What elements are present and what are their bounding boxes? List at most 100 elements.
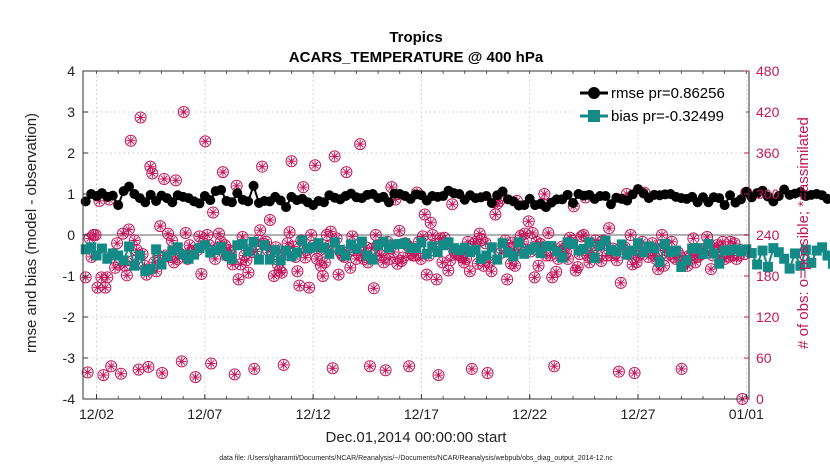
bias-point	[281, 245, 292, 256]
obs-asterisk-d2	[466, 267, 474, 275]
obs-count-marker	[548, 360, 561, 373]
chart-title: Tropics	[389, 29, 442, 46]
obs-asterisk-d2	[321, 258, 329, 266]
obs-circle	[177, 106, 190, 118]
obs-circle	[418, 208, 431, 221]
obs-count-marker	[81, 366, 94, 379]
obs-count-marker	[179, 226, 192, 239]
obs-count-marker	[340, 166, 353, 179]
obs-circle	[114, 367, 127, 380]
obs-circle	[430, 273, 443, 286]
x-tick-label: 12/17	[404, 406, 439, 422]
obs-circle	[154, 220, 167, 233]
obs-circle	[603, 222, 616, 235]
obs-circle	[481, 367, 494, 380]
bias-point	[270, 245, 281, 256]
obs-circle	[522, 215, 535, 228]
right-tick-label: 360	[756, 145, 780, 161]
obs-asterisk-d2	[605, 224, 613, 232]
obs-count-marker	[277, 358, 290, 371]
left-tick-label: -1	[63, 268, 76, 284]
bias-point	[156, 259, 167, 270]
obs-asterisk-d2	[548, 273, 556, 281]
obs-count-marker	[97, 369, 110, 382]
obs-count-marker	[610, 254, 623, 267]
bias-point	[827, 258, 830, 269]
obs-asterisk-d2	[278, 269, 286, 277]
left-tick-label: 0	[67, 227, 75, 243]
obs-asterisk-d2	[580, 231, 588, 239]
bias-point	[351, 243, 362, 254]
left-tick-label: -4	[63, 391, 76, 407]
obs-count-marker	[463, 265, 476, 278]
obs-asterisk-d2	[113, 239, 121, 247]
obs-count-marker	[254, 224, 267, 237]
obs-circle	[120, 269, 133, 282]
obs-count-marker	[430, 273, 443, 286]
obs-circle	[542, 226, 555, 239]
bias-point	[465, 247, 476, 258]
obs-asterisk-d2	[525, 217, 533, 225]
bias-point	[232, 240, 243, 251]
obs-circle	[228, 368, 241, 381]
obs-circle	[303, 281, 316, 294]
obs-asterisk-d2	[293, 267, 301, 275]
obs-asterisk-d2	[186, 241, 194, 249]
x-axis-ticks: 12/02 12/07 12/12 12/17 12/22 12/27 01/01	[79, 71, 764, 422]
obs-circle	[101, 271, 114, 284]
bias-point	[297, 235, 308, 246]
obs-count-marker	[432, 369, 445, 382]
bias-point	[535, 248, 546, 259]
left-tick-label: -3	[63, 350, 76, 366]
obs-circle	[122, 223, 135, 236]
bias-point	[383, 242, 394, 253]
obs-count-marker	[248, 362, 261, 375]
obs-count-marker	[442, 264, 455, 277]
rmse-series-layer	[80, 180, 830, 213]
obs-circle	[446, 198, 459, 211]
x-tick-label: 01/01	[729, 406, 764, 422]
bias-point	[573, 245, 584, 256]
bias-point	[378, 236, 389, 247]
obs-circle	[367, 282, 380, 295]
obs-asterisk-d2	[405, 362, 413, 370]
obs-asterisk-d2	[366, 362, 374, 370]
bias-point	[676, 261, 687, 272]
obs-circle	[79, 271, 92, 284]
x-tick-label: 12/12	[296, 406, 331, 422]
bias-point	[481, 250, 492, 261]
rmse-point	[124, 181, 135, 192]
obs-circle	[97, 369, 110, 382]
obs-circle	[705, 263, 718, 276]
bias-point	[264, 254, 275, 265]
obs-count-marker	[656, 229, 669, 241]
bias-point	[340, 250, 351, 261]
obs-asterisk-d2	[92, 231, 100, 239]
rmse-point	[600, 191, 611, 202]
obs-count-marker	[538, 188, 551, 200]
bias-point	[692, 243, 703, 254]
bias-point	[681, 255, 692, 266]
obs-asterisk-d2	[633, 258, 641, 266]
bias-point	[584, 237, 595, 248]
obs-count-marker	[379, 364, 392, 377]
obs-count-marker	[501, 273, 514, 286]
obs-circle	[577, 229, 590, 241]
bias-point	[221, 250, 232, 261]
obs-circle	[675, 362, 688, 375]
obs-asterisk-d2	[356, 140, 364, 148]
bias-point	[161, 251, 172, 262]
obs-circle	[124, 134, 137, 147]
left-tick-label: 3	[67, 104, 75, 120]
obs-asterisk-d2	[93, 284, 101, 292]
bias-point	[189, 249, 199, 260]
obs-circle	[291, 265, 304, 278]
obs-circle	[213, 227, 226, 240]
obs-count-marker	[177, 106, 190, 118]
obs-circle	[256, 160, 269, 173]
right-tick-label: 300	[756, 186, 780, 202]
obs-asterisk-d2	[348, 232, 356, 240]
obs-count-marker	[481, 367, 494, 380]
obs-asterisk-d2	[395, 227, 403, 235]
obs-asterisk-d2	[689, 234, 697, 242]
